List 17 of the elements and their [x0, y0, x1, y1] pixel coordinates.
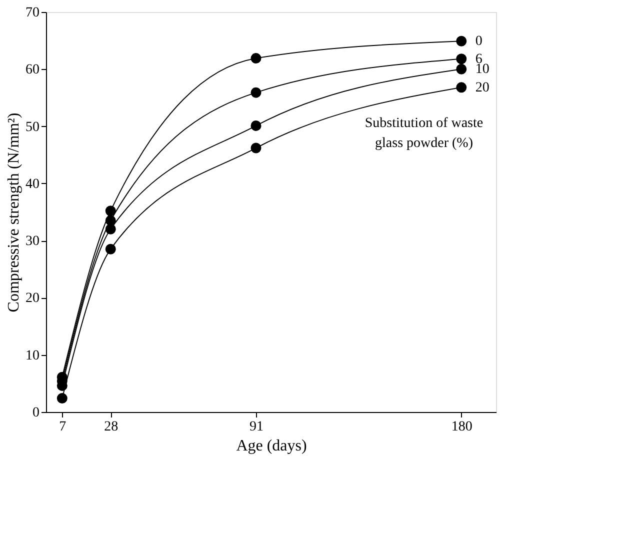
y-tick-label: 20 [26, 291, 40, 306]
y-tick-label: 40 [26, 176, 40, 192]
y-tick-label: 50 [26, 120, 40, 135]
y-tick-label: 10 [26, 348, 40, 364]
y-tick-label: 30 [26, 234, 40, 250]
y-tick-label: 60 [26, 62, 40, 78]
x-axis-title: Age (days) [236, 438, 307, 454]
y-tick-label: 0 [32, 406, 40, 420]
x-tick-label: 7 [59, 420, 66, 434]
x-tick-label: 91 [250, 420, 264, 434]
y-axis-title: Compressive strength (N/mm²) [6, 112, 22, 312]
x-tick-label: 180 [451, 420, 472, 434]
series-label: 0 [475, 34, 482, 50]
x-tick-label: 28 [104, 420, 118, 434]
series-label: 20 [475, 80, 490, 96]
y-tick-label: 70 [26, 6, 40, 20]
legend-title: Substitution of waste glass powder (%) [364, 116, 484, 151]
